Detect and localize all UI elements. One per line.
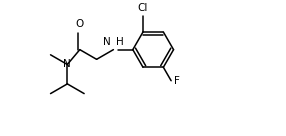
Text: F: F	[174, 76, 180, 86]
Text: H: H	[116, 37, 124, 47]
Text: N: N	[63, 59, 71, 69]
Text: Cl: Cl	[138, 3, 148, 13]
Text: O: O	[76, 19, 84, 29]
Text: N: N	[103, 37, 110, 47]
